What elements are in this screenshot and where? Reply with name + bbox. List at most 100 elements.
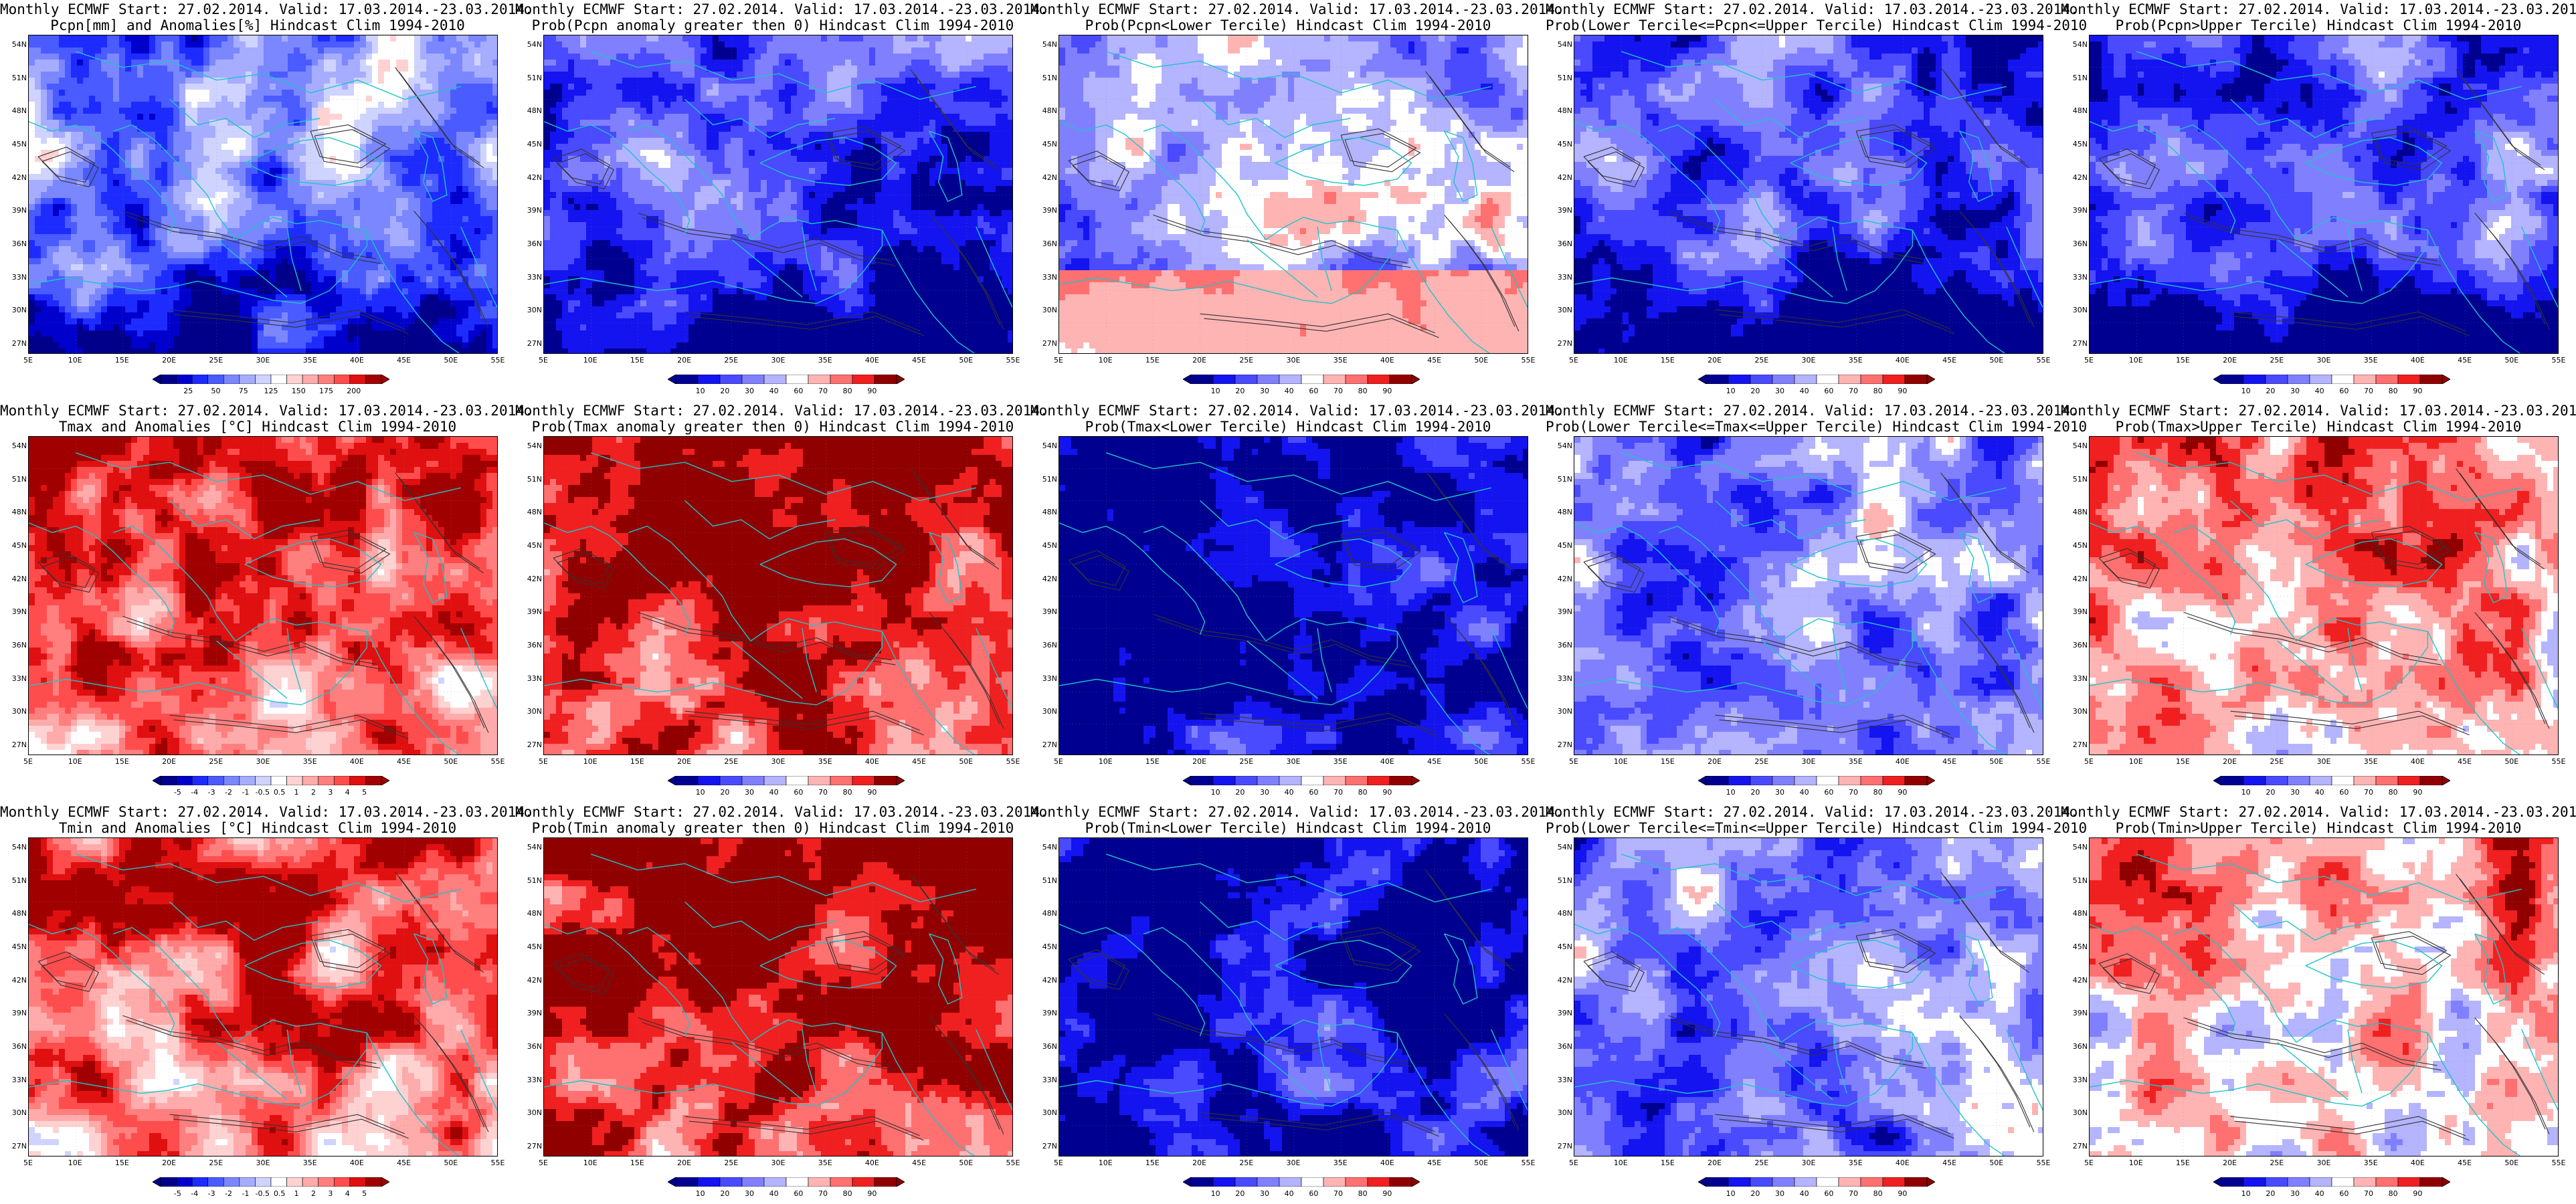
lat-label: 45N (1550, 140, 1572, 148)
lon-label: 50E (2498, 757, 2525, 766)
map-panel-p33: Monthly ECMWF Start: 27.02.2014. Valid: … (1030, 803, 1546, 1204)
colorbar (668, 1177, 905, 1187)
lon-label: 30E (1280, 1159, 1307, 1167)
colorbar-tick-label: 80 (2383, 788, 2403, 797)
lon-label: 55E (2030, 356, 2057, 365)
lat-label: 33N (1034, 273, 1057, 282)
colorbar (153, 375, 389, 384)
lat-label: 45N (2065, 541, 2088, 550)
lat-label: 27N (1550, 1142, 1572, 1150)
lon-label: 45E (1936, 1159, 1963, 1167)
lon-label: 55E (484, 757, 511, 766)
lat-label: 48N (1034, 909, 1057, 918)
lat-label: 39N (1550, 1009, 1572, 1017)
colorbar-tick-label: 90 (862, 387, 882, 395)
forecast-map (1059, 436, 1528, 755)
lon-label: 15E (624, 757, 650, 766)
lon-label: 45E (391, 757, 418, 766)
map-panel-p13: Monthly ECMWF Start: 27.02.2014. Valid: … (1030, 0, 1546, 401)
lon-label: 25E (1748, 356, 1775, 365)
panel-title-line2: Prob(Tmin<Lower Tercile) Hindcast Clim 1… (1030, 820, 1546, 836)
lon-label: 40E (1889, 757, 1916, 766)
colorbar-tick-label: 30 (1255, 788, 1275, 797)
lat-label: 51N (519, 74, 542, 82)
lat-label: 33N (4, 674, 27, 683)
lat-label: 27N (1034, 1142, 1057, 1150)
lon-label: 40E (858, 356, 885, 365)
lon-label: 35E (1842, 1159, 1869, 1167)
colorbar (153, 776, 389, 785)
lat-label: 54N (1034, 843, 1057, 851)
lat-label: 48N (519, 909, 542, 918)
panel-title-line2: Prob(Tmin>Upper Tercile) Hindcast Clim 1… (2061, 820, 2576, 836)
lon-label: 50E (1983, 757, 2010, 766)
colorbar-tick-label: 90 (2407, 387, 2427, 395)
lat-label: 45N (519, 541, 542, 550)
colorbar-tick-label: 30 (1770, 788, 1790, 797)
map-panel-p21: Monthly ECMWF Start: 27.02.2014. Valid: … (0, 401, 515, 803)
lat-label: 54N (1550, 40, 1572, 49)
map-panel-p25: Monthly ECMWF Start: 27.02.2014. Valid: … (2061, 401, 2576, 803)
colorbar-tick-label: 90 (1892, 788, 1912, 797)
lat-label: 39N (519, 607, 542, 616)
lon-label: 45E (906, 356, 933, 365)
map-panel-p31: Monthly ECMWF Start: 27.02.2014. Valid: … (0, 803, 515, 1204)
lat-label: 51N (519, 475, 542, 484)
colorbar-tick-label: 80 (1868, 788, 1888, 797)
colorbar-tick-label: 60 (1303, 387, 1323, 395)
colorbar-tick-label: 40 (1795, 1189, 1815, 1198)
lon-label: 20E (1186, 356, 1213, 365)
lat-label: 54N (1550, 843, 1572, 851)
colorbar-tick-label: 90 (1892, 1189, 1912, 1198)
colorbar-tick-label: 60 (788, 788, 808, 797)
lat-label: 39N (1034, 206, 1057, 215)
lon-label: 10E (2122, 356, 2149, 365)
lon-label: 20E (671, 356, 698, 365)
lon-label: 20E (1701, 757, 1728, 766)
panel-title-line1: Monthly ECMWF Start: 27.02.2014. Valid: … (1546, 1, 2061, 17)
lon-label: 30E (2310, 1159, 2337, 1167)
lon-label: 25E (203, 757, 229, 766)
forecast-map (543, 837, 1013, 1157)
lat-label: 48N (2065, 106, 2088, 115)
colorbar-tick-label: 30 (739, 387, 759, 395)
lon-label: 30E (1795, 1159, 1822, 1167)
colorbar-tick-label: 70 (2359, 387, 2379, 395)
colorbar-tick-label: 10 (691, 1189, 711, 1198)
colorbar-tick-label: 40 (764, 788, 784, 797)
lon-label: 15E (1139, 356, 1166, 365)
forecast-map (28, 837, 498, 1157)
lon-label: 35E (1842, 757, 1869, 766)
lon-label: 45E (906, 1159, 933, 1167)
lon-label: 45E (906, 757, 933, 766)
lat-label: 33N (2065, 273, 2088, 282)
lat-label: 27N (4, 1142, 27, 1150)
colorbar-tick-label: 40 (1795, 788, 1815, 797)
colorbar (2213, 375, 2450, 384)
lon-label: 10E (62, 757, 88, 766)
map-panel-p15: Monthly ECMWF Start: 27.02.2014. Valid: … (2061, 0, 2576, 401)
lon-label: 15E (108, 1159, 135, 1167)
lat-label: 42N (1034, 173, 1057, 182)
lat-label: 39N (2065, 1009, 2088, 1017)
forecast-map (1059, 837, 1528, 1157)
lat-label: 42N (2065, 976, 2088, 985)
map-panel-p11: Monthly ECMWF Start: 27.02.2014. Valid: … (0, 0, 515, 401)
lon-label: 25E (1748, 1159, 1775, 1167)
lon-label: 55E (484, 1159, 511, 1167)
forecast-map (1574, 837, 2043, 1157)
forecast-map (1059, 35, 1528, 354)
lat-label: 54N (4, 441, 27, 450)
lon-label: 25E (1233, 757, 1260, 766)
colorbar-tick-label: 90 (862, 1189, 882, 1198)
colorbar-tick-label: 5 (355, 788, 375, 797)
lat-label: 36N (1550, 641, 1572, 649)
lat-label: 33N (2065, 1076, 2088, 1084)
colorbar-tick-label: 20 (1745, 387, 1765, 395)
lon-label: 35E (1842, 356, 1869, 365)
panel-title-line2: Prob(Tmax>Upper Tercile) Hindcast Clim 1… (2061, 419, 2576, 435)
lat-label: 51N (519, 876, 542, 885)
colorbar-tick-label: 70 (1843, 788, 1863, 797)
lat-label: 45N (4, 541, 27, 550)
lon-label: 15E (624, 356, 650, 365)
